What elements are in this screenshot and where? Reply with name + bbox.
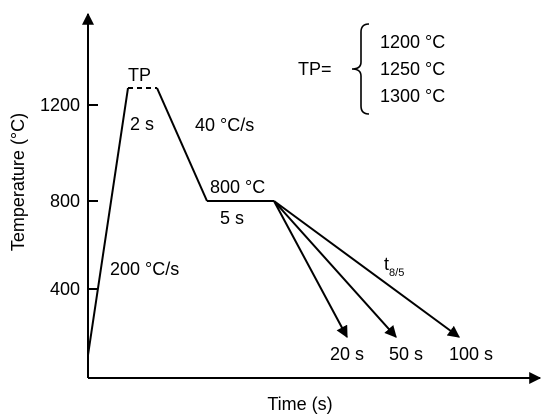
y-tick-label-1200: 1200 [40,95,80,115]
y-tick-label-800: 800 [50,191,80,211]
heating-segment [87,87,129,356]
cooling-time-subscript: 8/5 [389,267,404,279]
cooling-rate-label: 40 °C/s [195,115,254,135]
tp-legend-label: TP= [298,59,332,79]
cooling-branch-100s [273,200,460,338]
heating-rate-label: 200 °C/s [110,259,179,279]
tp-legend-brace [351,23,370,115]
plateau-temperature-label: 800 °C [210,177,265,197]
cooling-time-label: t8/5 [384,254,404,279]
cooling-time-option-100: 100 s [449,344,493,364]
plateau-hold-label: 5 s [220,208,244,228]
y-axis-label: Temperature (°C) [8,113,28,251]
x-axis-label: Time (s) [267,394,332,414]
cooling-time-option-20: 20 s [330,344,364,364]
peak-hold-label: 2 s [130,114,154,134]
cooling-time-symbol: t [384,254,389,274]
tp-legend-value-1300: 1300 °C [380,86,445,106]
peak-label: TP [128,65,151,85]
cooling-branch-20s [273,200,348,339]
cooling-segment-40 [156,87,208,202]
y-tick-label-400: 400 [50,279,80,299]
cooling-branch-50s [273,200,397,338]
tp-legend-value-1250: 1250 °C [380,59,445,79]
tp-legend-value-1200: 1200 °C [380,32,445,52]
cooling-time-option-50: 50 s [389,344,423,364]
